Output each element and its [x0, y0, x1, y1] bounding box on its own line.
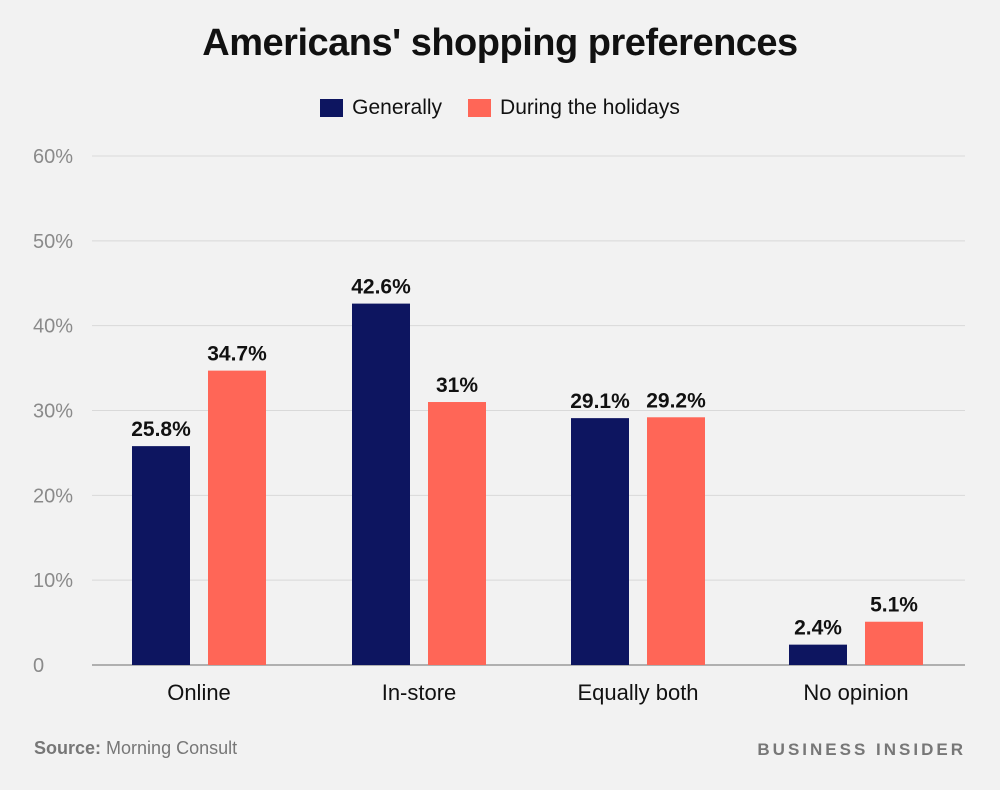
- bar-generally: [571, 418, 629, 665]
- bar-generally: [352, 303, 410, 665]
- legend-swatch-holidays: [468, 99, 492, 117]
- source-label: Source:: [34, 738, 102, 758]
- legend-swatch-generally: [320, 99, 344, 117]
- data-label: 25.8%: [131, 418, 191, 441]
- data-label: 42.6%: [351, 276, 411, 299]
- legend-label-holidays: During the holidays: [500, 96, 680, 119]
- source-text: Morning Consult: [106, 738, 238, 758]
- y-tick-label: 20%: [33, 485, 73, 507]
- x-tick-label: No opinion: [803, 680, 908, 705]
- bar-holidays: [865, 621, 923, 665]
- x-tick-label: Online: [167, 680, 231, 705]
- bar-holidays: [647, 417, 705, 665]
- bar-generally: [132, 446, 190, 665]
- chart-title: Americans' shopping preferences: [202, 22, 798, 64]
- legend: Generally During the holidays: [0, 96, 1000, 120]
- x-tick-label: In-store: [382, 680, 457, 705]
- y-tick-label: 60%: [33, 146, 73, 168]
- bar-generally: [789, 644, 847, 665]
- brand-logo: BUSINESS INSIDER: [757, 740, 966, 759]
- legend-item-generally: Generally: [320, 96, 442, 120]
- legend-item-holidays: During the holidays: [468, 96, 680, 120]
- bar-holidays: [428, 402, 486, 665]
- source-note: Source: Morning Consult: [34, 738, 237, 759]
- y-tick-label: 0: [33, 655, 44, 677]
- bar-holidays: [208, 370, 266, 665]
- data-label: 2.4%: [794, 617, 842, 640]
- y-tick-label: 10%: [33, 570, 73, 592]
- y-tick-label: 30%: [33, 401, 73, 423]
- y-tick-label: 50%: [33, 231, 73, 253]
- legend-label-generally: Generally: [352, 96, 443, 119]
- data-label: 5.1%: [870, 594, 918, 617]
- data-label: 29.1%: [570, 390, 630, 413]
- x-tick-label: Equally both: [577, 680, 698, 705]
- data-label: 31%: [436, 374, 478, 397]
- data-label: 29.2%: [646, 389, 706, 412]
- data-label: 34.7%: [207, 343, 267, 366]
- y-tick-label: 40%: [33, 316, 73, 338]
